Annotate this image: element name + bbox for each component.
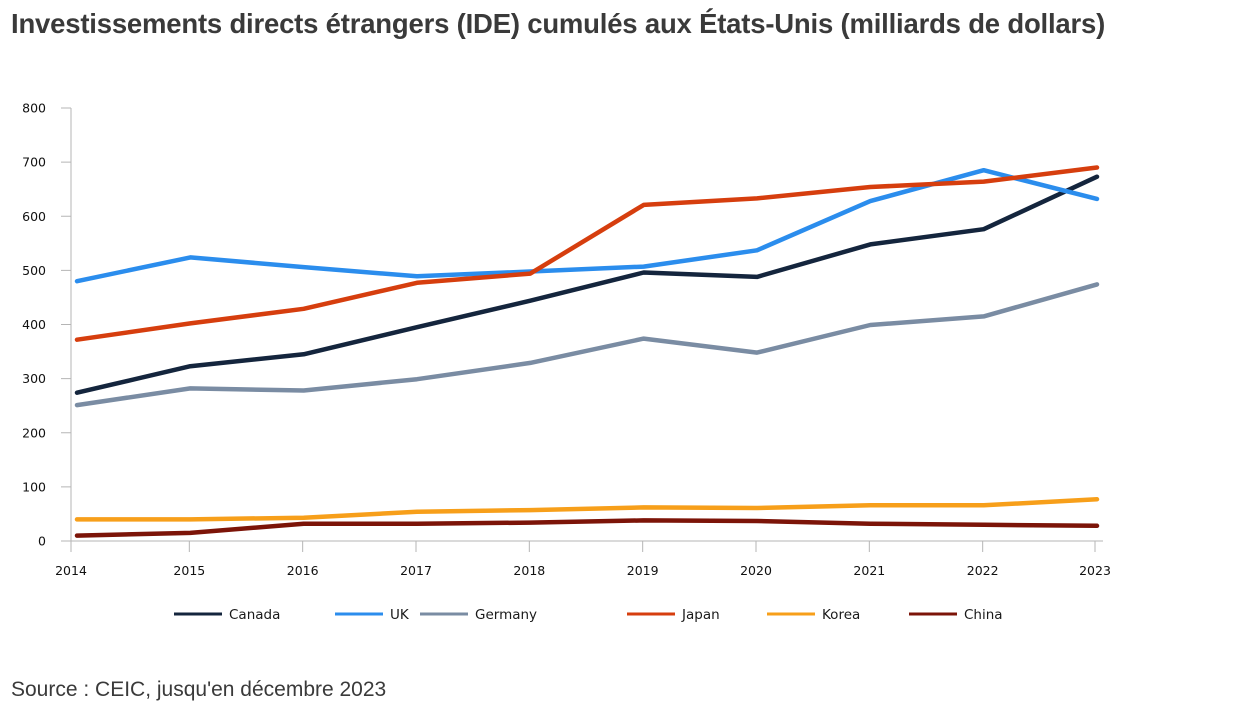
legend-label-germany: Germany [475,607,537,623]
x-tick-label: 2015 [173,563,205,578]
chart-title: Investissements directs étrangers (IDE) … [11,8,1106,39]
series-line-japan [74,165,1100,342]
series-line-korea [74,497,1100,522]
x-tick-label: 2018 [513,563,545,578]
y-tick-label: 700 [22,155,46,170]
y-tick-label: 100 [22,479,46,494]
legend-label-korea: Korea [822,607,860,623]
legend-label-china: China [964,607,1003,623]
legend-label-uk: UK [390,607,410,623]
x-tick-label: 2020 [740,563,772,578]
y-tick-label: 300 [22,371,46,386]
x-axis: 2014 2015 2016 2017 2018 2019 2020 2021 2022 2023 [55,540,1111,578]
x-tick-label: 2023 [1079,563,1111,578]
legend-label-canada: Canada [229,607,280,623]
series-lines [74,165,1100,538]
y-axis: 0 100 200 300 400 500 600 700 800 [22,101,72,549]
y-tick-label: 800 [22,101,46,116]
x-tick-label: 2022 [967,563,999,578]
source-note: Source : CEIC, jusqu'en décembre 2023 [11,678,387,701]
x-tick-label: 2016 [287,563,319,578]
x-tick-label: 2019 [627,563,659,578]
y-tick-label: 600 [22,209,46,224]
x-tick-label: 2021 [853,563,885,578]
x-tick-label: 2014 [55,563,87,578]
y-tick-label: 0 [38,534,46,549]
y-tick-label: 400 [22,317,46,332]
series-line-canada [74,174,1100,395]
legend: Canada UK Germany Japan Korea China [174,607,1003,623]
legend-label-japan: Japan [681,607,720,623]
series-line-china [74,518,1100,538]
series-line-germany [74,282,1100,408]
y-tick-label: 500 [22,263,46,278]
x-tick-label: 2017 [400,563,432,578]
series-line-uk [74,167,1100,284]
y-tick-label: 200 [22,425,46,440]
